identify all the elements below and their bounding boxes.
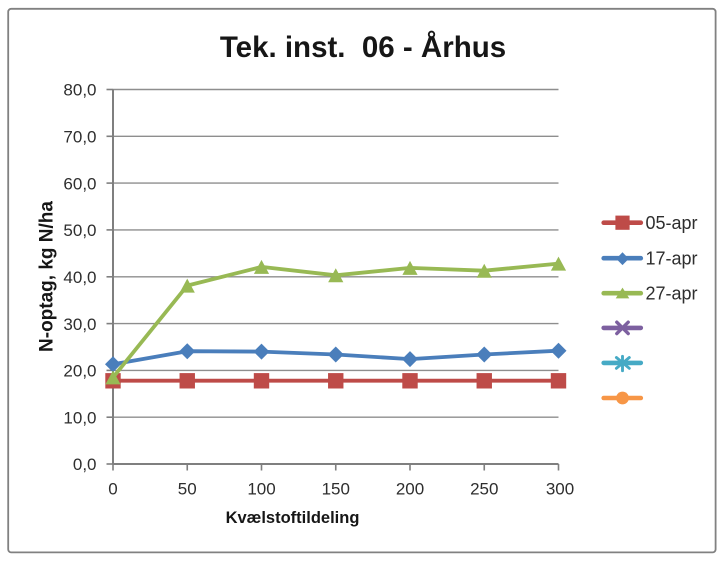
svg-text:Tek. inst. 06 - Århus: Tek. inst. 06 - Århus xyxy=(220,31,506,64)
svg-text:27-apr: 27-apr xyxy=(646,284,698,304)
svg-text:0,0: 0,0 xyxy=(73,455,97,474)
svg-text:300: 300 xyxy=(546,480,574,499)
svg-text:40,0: 40,0 xyxy=(63,268,96,287)
svg-text:N-optag, kg N/ha: N-optag, kg N/ha xyxy=(37,201,58,352)
svg-text:60,0: 60,0 xyxy=(63,174,96,193)
svg-text:80,0: 80,0 xyxy=(63,81,96,100)
svg-text:20,0: 20,0 xyxy=(63,362,96,381)
svg-text:05-apr: 05-apr xyxy=(646,213,698,233)
svg-text:70,0: 70,0 xyxy=(63,128,96,147)
svg-text:30,0: 30,0 xyxy=(63,315,96,334)
svg-text:200: 200 xyxy=(396,480,424,499)
svg-text:250: 250 xyxy=(470,480,498,499)
svg-text:150: 150 xyxy=(322,480,350,499)
svg-text:50: 50 xyxy=(178,480,197,499)
svg-text:Kvælstoftildeling: Kvælstoftildeling xyxy=(226,509,360,527)
svg-text:0: 0 xyxy=(108,480,117,499)
svg-text:10,0: 10,0 xyxy=(63,408,96,427)
svg-text:100: 100 xyxy=(247,480,275,499)
svg-text:17-apr: 17-apr xyxy=(646,249,698,269)
svg-text:50,0: 50,0 xyxy=(63,221,96,240)
